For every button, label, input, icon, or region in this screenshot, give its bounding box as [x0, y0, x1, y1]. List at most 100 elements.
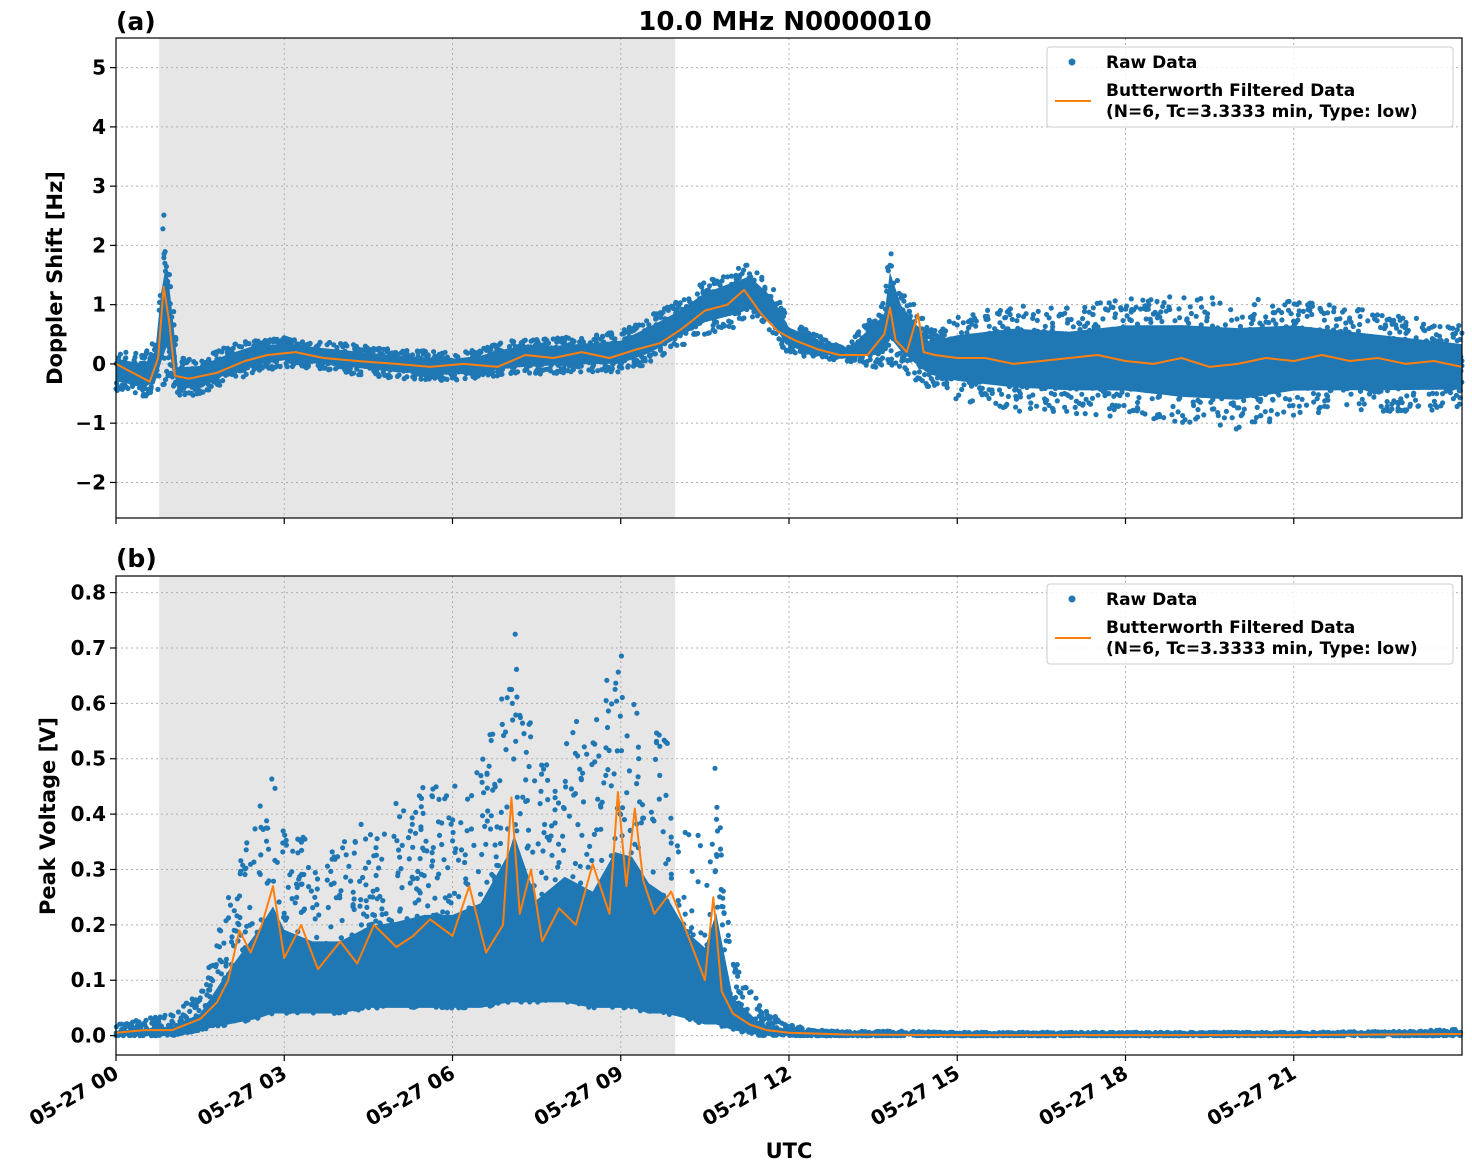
raw-data-point: [961, 382, 967, 388]
raw-data-point: [1020, 303, 1026, 309]
raw-data-point: [299, 847, 305, 853]
raw-data-point: [509, 369, 515, 375]
raw-data-point: [894, 277, 901, 284]
raw-data-point: [1177, 315, 1183, 321]
raw-data-point: [1361, 401, 1367, 407]
raw-data-point: [1331, 309, 1337, 315]
raw-data-point: [912, 370, 918, 376]
raw-data-point: [1262, 409, 1268, 415]
raw-data-point: [1064, 408, 1070, 414]
raw-data-point: [523, 777, 529, 783]
raw-data-point: [636, 756, 642, 762]
raw-data-point: [724, 274, 731, 280]
raw-data-point: [509, 338, 515, 344]
raw-data-point: [1167, 294, 1173, 300]
raw-data-point: [1109, 402, 1115, 408]
raw-data-point: [733, 984, 740, 990]
raw-data-point: [971, 316, 977, 323]
raw-data-point: [436, 351, 442, 357]
raw-data-point: [648, 358, 654, 364]
raw-data-point: [149, 341, 155, 347]
raw-data-point: [668, 343, 674, 350]
raw-data-point: [1309, 311, 1315, 318]
raw-data-point: [783, 348, 790, 354]
raw-data-point: [1274, 411, 1280, 417]
raw-data-point: [1359, 307, 1365, 313]
raw-data-point: [1081, 308, 1088, 315]
raw-data-point: [906, 308, 912, 314]
raw-data-point: [1072, 404, 1078, 410]
raw-data-point: [675, 304, 681, 310]
raw-data-point: [1083, 396, 1089, 402]
raw-data-point: [182, 390, 188, 396]
raw-data-point: [1042, 399, 1049, 405]
raw-data-point: [1263, 314, 1269, 320]
raw-data-point: [236, 922, 242, 928]
raw-data-point: [935, 334, 941, 340]
raw-data-point: [899, 358, 905, 364]
raw-data-point: [416, 793, 422, 799]
raw-data-point: [389, 350, 395, 356]
raw-data-point: [387, 374, 393, 380]
raw-data-point: [1195, 407, 1201, 413]
raw-data-point: [959, 386, 965, 393]
raw-data-point: [565, 368, 571, 374]
raw-data-point: [1273, 321, 1279, 327]
raw-data-point: [479, 370, 485, 377]
raw-data-point: [1139, 410, 1145, 416]
raw-data-point: [483, 841, 489, 847]
raw-data-point: [1240, 411, 1246, 417]
raw-data-point: [1403, 319, 1409, 326]
raw-data-point: [674, 843, 681, 849]
raw-data-point: [1142, 303, 1148, 309]
raw-data-point: [328, 868, 334, 875]
raw-data-point: [1267, 416, 1273, 422]
raw-data-point: [1062, 310, 1068, 316]
raw-data-point: [1251, 302, 1258, 308]
raw-data-point: [559, 335, 565, 341]
raw-data-point: [1079, 391, 1085, 397]
raw-data-point: [601, 780, 607, 786]
raw-data-point: [706, 283, 713, 289]
raw-data-point: [123, 349, 129, 355]
raw-data-point: [314, 902, 320, 908]
raw-data-point: [759, 277, 765, 283]
raw-data-point: [709, 276, 715, 282]
raw-data-point: [399, 842, 405, 849]
raw-data-point: [339, 342, 345, 348]
raw-data-point: [1172, 318, 1178, 324]
raw-data-point: [1149, 396, 1155, 402]
raw-data-point: [1393, 325, 1400, 331]
raw-data-point: [691, 331, 697, 337]
raw-data-point: [307, 341, 313, 347]
raw-data-point: [480, 756, 486, 762]
raw-data-point: [441, 857, 447, 863]
raw-data-point: [1453, 392, 1459, 398]
raw-data-point: [929, 328, 936, 334]
raw-data-point: [545, 340, 552, 346]
raw-data-point: [1140, 297, 1146, 303]
raw-data-point: [728, 273, 735, 279]
raw-data-point: [1070, 324, 1076, 330]
raw-data-point: [1196, 399, 1202, 405]
raw-data-point: [484, 879, 490, 885]
raw-data-point: [1281, 409, 1287, 415]
raw-data-point: [431, 349, 437, 355]
raw-data-point: [497, 778, 503, 784]
raw-data-point: [1112, 311, 1119, 317]
raw-data-point: [535, 841, 541, 847]
raw-data-point: [367, 832, 374, 838]
raw-data-point: [879, 355, 886, 361]
raw-data-point: [1348, 319, 1354, 325]
raw-data-point: [530, 849, 536, 855]
raw-data-point: [1228, 307, 1234, 313]
raw-data-point: [527, 720, 533, 726]
raw-data-point: [719, 278, 725, 284]
panel-a-ylabel: Doppler Shift [Hz]: [43, 171, 67, 385]
raw-data-point: [1049, 405, 1055, 411]
raw-data-point: [321, 365, 327, 371]
raw-data-point: [377, 345, 383, 352]
raw-data-point: [277, 363, 283, 370]
raw-data-point: [626, 325, 632, 331]
raw-data-point: [686, 832, 692, 838]
